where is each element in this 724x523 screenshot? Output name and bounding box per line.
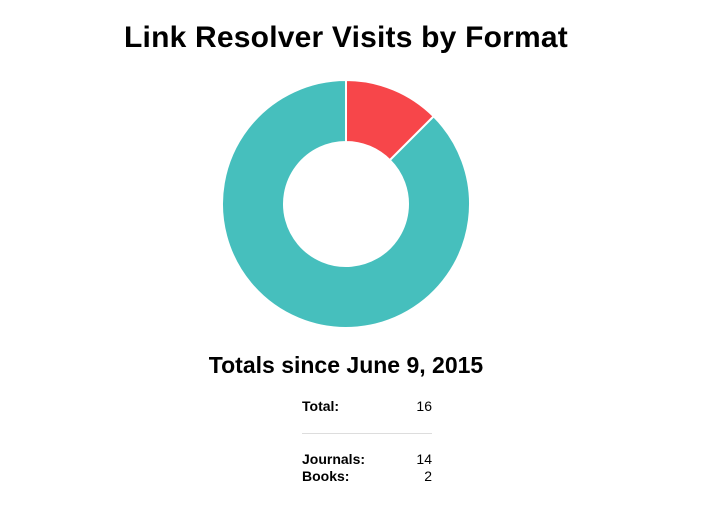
totals-row-journals: Journals: 14 xyxy=(302,451,432,468)
total-label: Total: xyxy=(302,398,340,414)
journals-label: Journals: xyxy=(302,451,366,467)
totals-heading: Totals since June 9, 2015 xyxy=(208,352,484,378)
totals-divider xyxy=(302,433,432,434)
books-value: 2 xyxy=(424,468,432,484)
totals-table: Total: 16 Journals: 14 Books: 2 xyxy=(302,398,432,485)
totals-row-total: Total: 16 xyxy=(302,398,432,415)
journals-value: 14 xyxy=(416,451,432,467)
slice-journals xyxy=(221,78,471,329)
donut-slices xyxy=(221,78,471,329)
chart-title: Link Resolver Visits by Format xyxy=(124,21,568,54)
total-value: 16 xyxy=(416,398,432,414)
donut-chart xyxy=(221,78,471,329)
totals-row-books: Books: 2 xyxy=(302,468,432,485)
books-label: Books: xyxy=(302,468,350,484)
